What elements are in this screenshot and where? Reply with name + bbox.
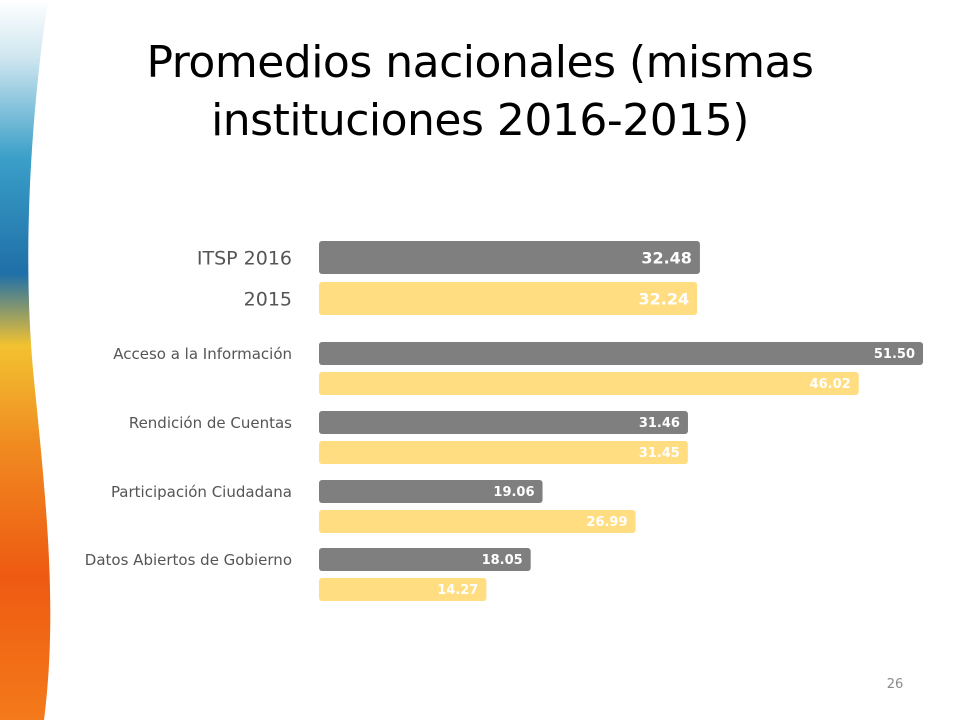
bar bbox=[319, 411, 688, 434]
bar bbox=[319, 342, 923, 365]
bar bbox=[319, 372, 859, 395]
bar bbox=[319, 578, 487, 601]
category-label: Datos Abiertos de Gobierno bbox=[85, 551, 292, 569]
data-label: 26.99 bbox=[586, 515, 627, 530]
bar bbox=[319, 282, 698, 315]
bar bbox=[319, 548, 531, 571]
page-title: Promedios nacionales (mismas institucion… bbox=[100, 34, 860, 150]
bar bbox=[319, 241, 700, 274]
data-label: 32.48 bbox=[641, 248, 692, 267]
data-label: 46.02 bbox=[810, 377, 851, 392]
bar bbox=[319, 480, 543, 503]
category-label: Acceso a la Información bbox=[113, 345, 292, 363]
title-line-1: Promedios nacionales (mismas bbox=[146, 37, 814, 88]
data-label: 51.50 bbox=[874, 347, 915, 362]
bar bbox=[319, 510, 636, 533]
data-label: 31.45 bbox=[639, 446, 680, 461]
data-label: 32.24 bbox=[639, 289, 690, 308]
title-line-2: instituciones 2016-2015) bbox=[211, 95, 749, 146]
category-label: 2015 bbox=[244, 288, 292, 310]
decorative-brushstroke bbox=[0, 0, 51, 720]
category-label: ITSP 2016 bbox=[197, 247, 292, 269]
bar bbox=[319, 441, 688, 464]
data-label: 18.05 bbox=[482, 553, 523, 568]
category-label: Participación Ciudadana bbox=[111, 483, 292, 501]
data-label: 14.27 bbox=[437, 583, 478, 598]
data-label: 19.06 bbox=[493, 485, 534, 500]
category-label: Rendición de Cuentas bbox=[129, 414, 292, 432]
data-label: 31.46 bbox=[639, 416, 680, 431]
page-number: 26 bbox=[886, 677, 904, 692]
